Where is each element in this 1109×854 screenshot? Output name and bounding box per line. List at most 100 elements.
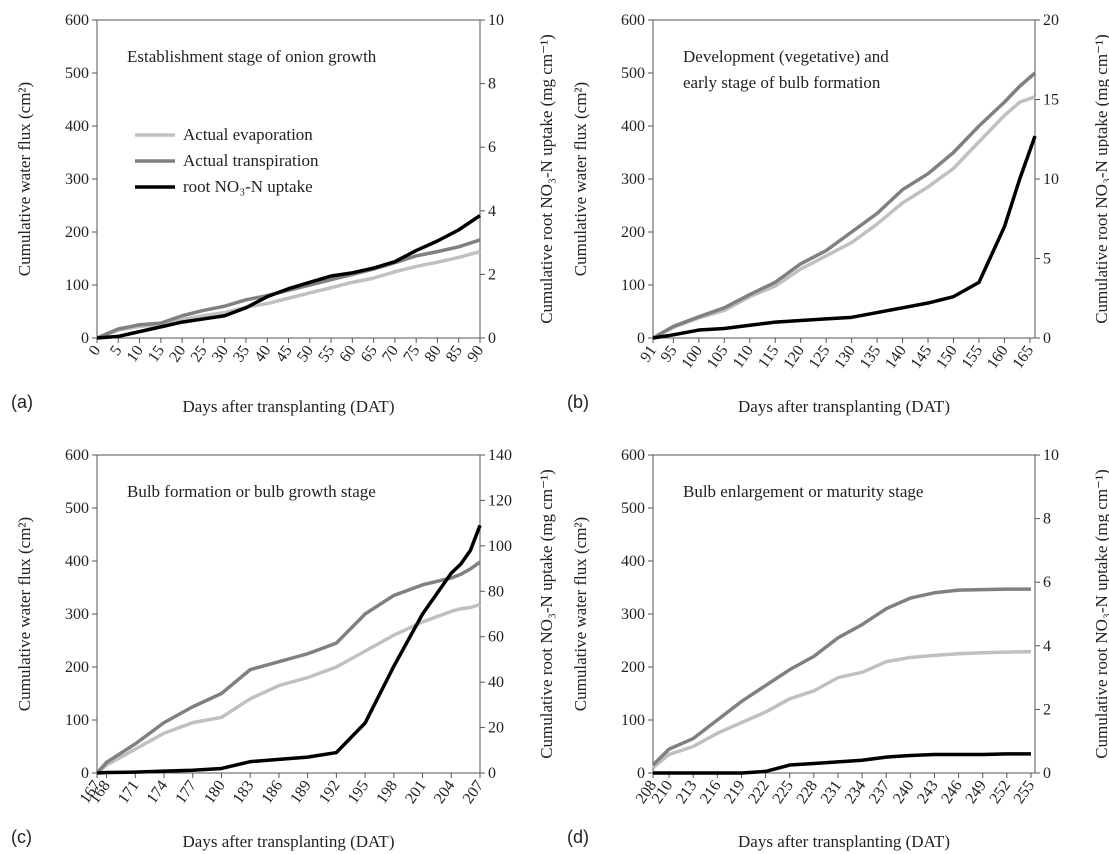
y-tick-label: 300 [621,606,645,623]
x-tick-label: 237 [866,778,894,807]
x-tick-label: 75 [400,343,423,366]
y-axis-label: Cumulative water flux (cm²) [571,517,590,711]
x-tick-label: 192 [316,778,344,807]
y2-tick-label: 20 [1043,12,1059,29]
y2-tick-label: 20 [488,720,504,737]
series-line [95,560,482,775]
y-tick-label: 600 [65,12,89,29]
y-tick-label: 500 [621,65,645,82]
y-tick-label: 100 [621,277,645,294]
x-tick-label: 213 [673,778,701,807]
y-tick-label: 500 [65,65,89,82]
x-tick-label: 255 [1011,778,1039,807]
y2-axis-label: Cumulative root NO₃-N uptake (mg cm⁻¹) [537,34,556,324]
x-tick-label: 100 [678,343,706,372]
series-line [651,649,1032,770]
annotation: early stage of bulb formation [683,73,881,92]
x-tick-label: 140 [882,343,910,372]
x-tick-label: 91 [637,343,660,366]
x-tick-label: 222 [745,778,773,807]
y2-axis-label: Cumulative root NO₃-N uptake (mg cm⁻¹) [1092,34,1109,324]
y-tick-label: 0 [81,330,89,347]
y2-tick-label: 0 [488,765,496,782]
x-tick-label: 0 [86,343,105,359]
x-axis-label: Days after transplanting (DAT) [183,397,395,416]
x-tick-label: 25 [188,343,211,366]
y-tick-label: 100 [65,277,89,294]
series-line [95,602,481,775]
y-tick-label: 0 [81,765,89,782]
x-tick-label: 201 [402,778,430,807]
x-tick-label: 189 [287,778,315,807]
x-tick-label: 45 [273,343,296,366]
x-tick-label: 65 [358,343,381,366]
panel-label: (d) [567,827,589,847]
series-line [651,587,1031,767]
x-tick-label: 155 [959,343,987,372]
series-line [652,135,1037,340]
y2-tick-label: 60 [488,629,504,646]
y2-tick-label: 4 [1043,638,1051,655]
y2-axis-label: Cumulative root NO₃-N uptake (mg cm⁻¹) [537,469,556,759]
y-tick-label: 200 [621,224,645,241]
y-tick-label: 200 [65,659,89,676]
y2-tick-label: 0 [1043,765,1051,782]
x-tick-label: 204 [431,778,459,807]
y-tick-label: 400 [621,553,645,570]
y-tick-label: 600 [65,447,89,464]
x-axis-label: Days after transplanting (DAT) [738,397,950,416]
y2-tick-label: 0 [1043,330,1051,347]
x-tick-label: 40 [251,343,274,366]
x-tick-label: 234 [842,778,870,807]
y2-tick-label: 10 [1043,447,1059,464]
y-tick-label: 300 [65,171,89,188]
series-line [653,752,1031,775]
x-tick-label: 246 [938,778,966,807]
x-tick-label: 171 [115,778,143,807]
x-tick-label: 180 [201,778,229,807]
x-tick-label: 20 [166,343,189,366]
y2-tick-label: 8 [488,76,496,93]
panel: 0100200300400500600024681020821021321621… [567,447,1109,851]
x-tick-label: 210 [649,778,677,807]
x-tick-label: 195 [345,778,373,807]
x-tick-label: 110 [730,343,757,372]
x-tick-label: 249 [962,778,990,807]
x-tick-label: 198 [373,778,401,807]
series-line [652,95,1036,340]
panel-label: (c) [11,827,32,847]
y-tick-label: 400 [621,118,645,135]
y-axis-label: Cumulative water flux (cm²) [15,517,34,711]
y2-tick-label: 140 [488,447,512,464]
x-tick-label: 216 [697,778,725,807]
y-tick-label: 500 [65,500,89,517]
plot-frame [652,19,1036,339]
panel-label: (a) [11,392,33,412]
x-tick-label: 145 [908,343,936,372]
y2-tick-label: 40 [488,674,504,691]
x-tick-label: 95 [658,343,681,366]
x-tick-label: 165 [1009,343,1037,372]
x-tick-label: 186 [259,778,287,807]
x-tick-label: 85 [443,343,466,366]
x-tick-label: 177 [172,778,200,807]
y2-tick-label: 5 [1043,251,1051,268]
x-tick-label: 80 [422,343,445,366]
y-tick-label: 600 [621,12,645,29]
y-tick-label: 200 [621,659,645,676]
y2-tick-label: 2 [1043,701,1051,718]
y-tick-label: 100 [65,712,89,729]
y2-tick-label: 4 [488,203,496,220]
series-line [96,214,481,340]
x-tick-label: 225 [769,778,797,807]
x-tick-label: 174 [144,778,172,807]
y2-axis-label: Cumulative root NO₃-N uptake (mg cm⁻¹) [1092,469,1109,759]
y2-tick-label: 100 [488,538,512,555]
y-tick-label: 100 [621,712,645,729]
x-tick-label: 231 [818,778,846,807]
x-tick-label: 252 [986,778,1014,807]
x-tick-label: 130 [831,343,859,372]
x-tick-label: 219 [721,778,749,807]
x-tick-label: 35 [230,343,253,366]
